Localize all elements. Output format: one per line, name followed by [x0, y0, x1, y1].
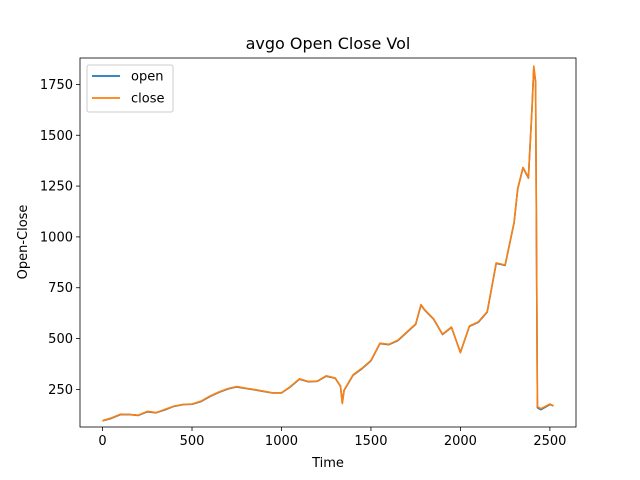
x-tick-label: 2500 — [533, 434, 566, 449]
legend: open close — [86, 64, 174, 113]
y-axis: 250 500 750 1000 1250 1500 1750 — [40, 78, 80, 398]
y-tick-label: 750 — [48, 281, 73, 296]
y-tick-label: 1750 — [40, 78, 73, 93]
series-close-line — [102, 65, 554, 422]
legend-label-close: close — [131, 92, 164, 107]
y-tick-label: 250 — [48, 383, 73, 398]
x-tick-label: 2000 — [444, 434, 477, 449]
y-axis-label: Open-Close — [16, 205, 31, 280]
chart-title: avgo Open Close Vol — [246, 34, 411, 53]
series-layer — [102, 65, 554, 422]
x-axis: 0 500 1000 1500 2000 2500 — [98, 427, 566, 449]
legend-label-open: open — [131, 70, 163, 85]
x-tick-label: 500 — [180, 434, 205, 449]
x-tick-label: 1500 — [354, 434, 387, 449]
plot-background — [80, 58, 576, 427]
plot-area — [79, 57, 577, 428]
y-tick-label: 1500 — [40, 129, 73, 144]
x-tick-label: 1000 — [265, 434, 298, 449]
x-tick-label: 0 — [98, 434, 106, 449]
plot-frame — [79, 57, 577, 428]
y-tick-label: 1000 — [40, 230, 73, 245]
x-axis-label: Time — [311, 456, 344, 471]
y-tick-label: 500 — [48, 332, 73, 347]
y-tick-label: 1250 — [40, 180, 73, 195]
